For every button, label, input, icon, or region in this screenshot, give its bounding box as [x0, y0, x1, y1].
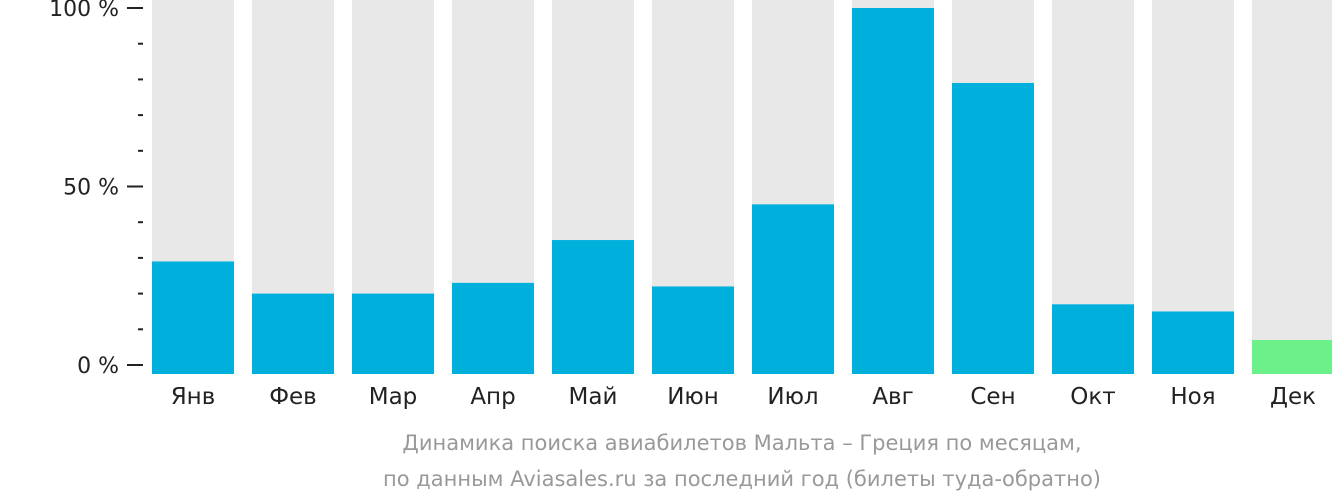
x-tick-label: Июн: [667, 384, 719, 410]
bar-Апр[interactable]: [452, 282, 534, 374]
x-tick-label: Сен: [970, 384, 1015, 410]
y-tick-label: 50 %: [63, 176, 119, 201]
x-tick-label: Май: [569, 384, 618, 410]
bar-Окт[interactable]: [1052, 304, 1134, 374]
chart-caption-line-2: по данным Aviasales.ru за последний год …: [383, 467, 1101, 491]
bar-Май[interactable]: [552, 240, 634, 374]
y-tick-label: 0 %: [77, 354, 119, 379]
x-tick-label: Янв: [171, 384, 216, 410]
bars: [152, 0, 1332, 374]
y-tick-label: 100 %: [49, 0, 119, 22]
x-tick-label: Окт: [1070, 384, 1115, 410]
x-tick-label: Авг: [872, 384, 913, 410]
bar-Фев[interactable]: [252, 293, 334, 374]
bar-Июн[interactable]: [652, 286, 734, 374]
x-tick-label: Фев: [269, 384, 317, 410]
x-tick-label: Ноя: [1170, 384, 1215, 410]
chart-caption-line-1: Динамика поиска авиабилетов Мальта – Гре…: [402, 431, 1082, 455]
y-axis: 100 % 50 % 0 %: [49, 0, 143, 379]
bar-Дек[interactable]: [1252, 340, 1332, 374]
bar-Сен[interactable]: [952, 82, 1034, 374]
bar-chart: 100 % 50 % 0 % Янв Фев Мар Апр Май Июн Июл Авг Сен…: [49, 0, 1332, 410]
x-tick-label: Дек: [1270, 384, 1316, 410]
x-tick-label: Апр: [470, 384, 515, 410]
bar-Янв[interactable]: [152, 261, 234, 374]
bar-Ноя[interactable]: [1152, 311, 1234, 374]
x-tick-label: Июл: [767, 384, 818, 410]
bar-Мар[interactable]: [352, 293, 434, 374]
x-tick-label: Мар: [369, 384, 418, 410]
x-axis-labels: Янв Фев Мар Апр Май Июн Июл Авг Сен Окт Ноя Дек: [171, 384, 1316, 410]
bar-background: [1252, 0, 1332, 374]
bar-Авг[interactable]: [852, 8, 934, 374]
bar-Июл[interactable]: [752, 204, 834, 374]
